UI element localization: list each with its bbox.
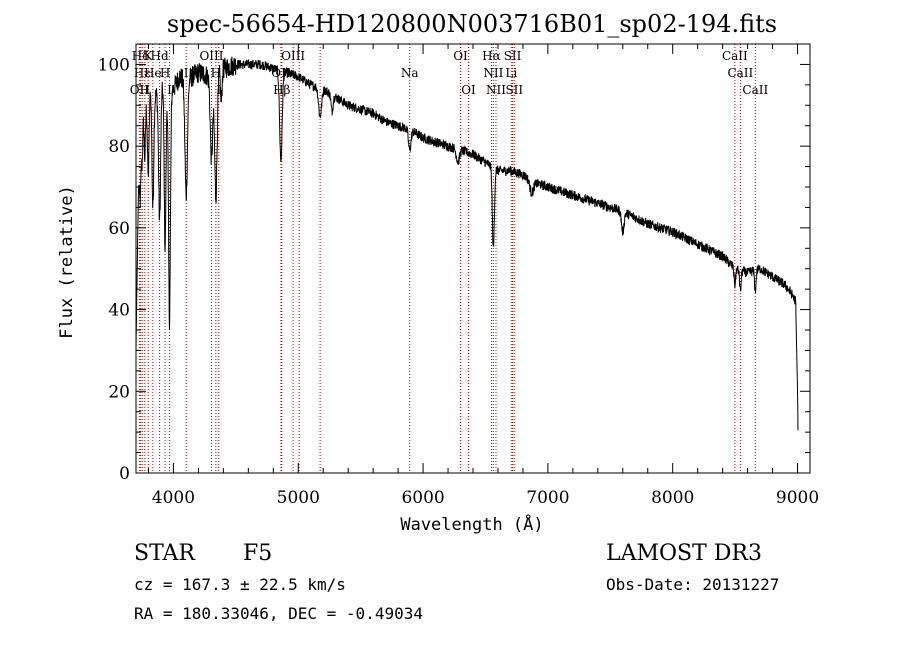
x-tick-label: 9000 xyxy=(776,488,819,508)
reference-line-label: Hα xyxy=(482,49,501,63)
reference-line-label: Hd xyxy=(151,49,169,63)
reference-line-label: I xyxy=(216,83,221,97)
y-tick-label: 40 xyxy=(108,301,130,321)
y-axis-label: Flux (relative) xyxy=(57,185,77,339)
survey-name: LAMOST DR3 xyxy=(606,541,762,566)
reference-line-label: CaII xyxy=(727,66,753,80)
reference-line-label: H xyxy=(140,83,150,97)
reference-line-label: OI xyxy=(453,49,468,63)
observation-date: Obs-Date: 20131227 xyxy=(606,575,780,594)
reference-line-label: H xyxy=(160,66,170,80)
reference-line-label: Hε xyxy=(134,66,151,80)
reference-line-label: CaII xyxy=(722,49,748,63)
y-tick-label: 60 xyxy=(108,219,130,239)
reference-line-label: NII xyxy=(483,66,503,80)
chart-title: spec-56654-HD120800N003716B01_sp02-194.f… xyxy=(167,10,777,38)
x-axis-label: Wavelength (Å) xyxy=(400,513,543,535)
redshift-value: cz = 167.3 ± 22.5 km/s xyxy=(134,575,346,594)
reference-line-label: OIII xyxy=(199,49,223,63)
reference-line-label: K xyxy=(144,49,154,63)
x-tick-label: 5000 xyxy=(277,488,320,508)
y-tick-label: 0 xyxy=(119,464,130,484)
reference-line-label: CaII xyxy=(742,83,768,97)
y-axis-ticks: 0 20 40 60 80 100 xyxy=(98,55,810,484)
reference-line-label: Na xyxy=(401,66,419,80)
x-tick-label: 7000 xyxy=(526,488,569,508)
reference-line-label: OIII xyxy=(281,49,305,63)
reference-lines xyxy=(138,44,756,473)
y-tick-label: 100 xyxy=(98,55,130,75)
reference-line-label: Hβ xyxy=(273,83,290,97)
reference-line-label: Li xyxy=(505,66,517,80)
x-axis-ticks: 4000 5000 6000 7000 8000 9000 xyxy=(147,44,819,508)
reference-line-label: NII xyxy=(486,83,506,97)
reference-line-label: SII xyxy=(505,83,523,97)
x-tick-label: 4000 xyxy=(152,488,195,508)
x-tick-label: 8000 xyxy=(651,488,694,508)
spectrum-line xyxy=(135,56,799,431)
plot-frame xyxy=(135,43,811,474)
object-class: STAR xyxy=(134,541,195,566)
reference-line-label: I xyxy=(167,83,172,97)
spectral-subclass: F5 xyxy=(243,541,273,566)
reference-line-label: He xyxy=(144,66,162,80)
reference-line-label: H xyxy=(211,66,221,80)
coordinates: RA = 180.33046, DEC = -0.49034 xyxy=(134,604,423,623)
reference-line-label: I xyxy=(184,66,189,80)
y-tick-label: 20 xyxy=(108,382,130,402)
x-tick-label: 6000 xyxy=(401,488,444,508)
reference-line-label: OI xyxy=(461,83,476,97)
reference-line-label: OII xyxy=(130,83,150,97)
y-tick-label: 80 xyxy=(108,137,130,157)
reference-line-label: SII xyxy=(504,49,522,63)
